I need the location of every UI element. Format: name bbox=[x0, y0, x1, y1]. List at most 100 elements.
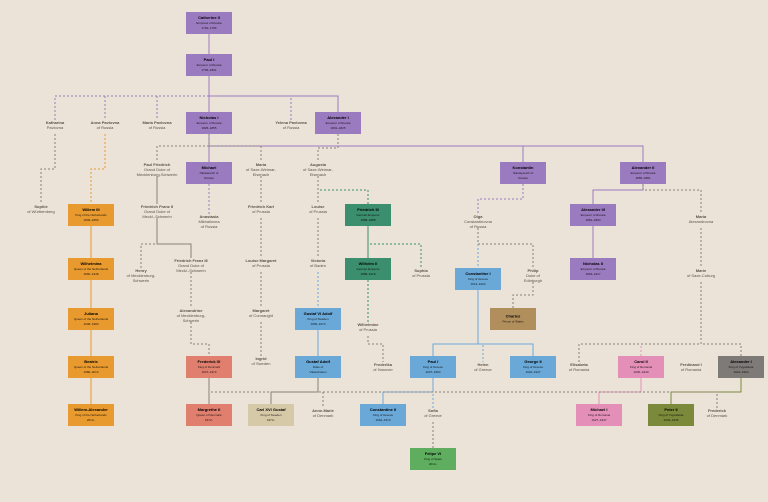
node-michael1: Michael IKing of Romania1927–1947 bbox=[576, 404, 622, 426]
node-sub: of Romania bbox=[569, 367, 590, 372]
node-paul_g: Paul IKing of Greece1947–1964 bbox=[410, 356, 456, 378]
node-sub: Schwerin bbox=[133, 278, 149, 283]
node-nicholas1: Nicholas IEmperor of Russia1825–1855 bbox=[186, 112, 232, 134]
edge bbox=[701, 282, 741, 356]
node-sub: Pavlovna bbox=[47, 125, 64, 130]
node-sub: Eisenach bbox=[310, 172, 326, 177]
node-sub: of Prussia bbox=[252, 263, 271, 268]
node-sub: King of Sweden bbox=[260, 413, 281, 417]
node-ingrid: Ingridof Sweden bbox=[252, 356, 271, 366]
node-fred9: Frederick IXKing of Denmark1947–1972 bbox=[186, 356, 232, 378]
node-sub: Västerbotten bbox=[309, 370, 326, 374]
node-fred_d: Frederickof Denmark bbox=[707, 408, 728, 418]
node-paul1: Paul IEmperor of Russia1796–1801 bbox=[186, 54, 232, 76]
node-philip: PhilipDuke ofEdinburgh bbox=[524, 268, 542, 283]
node-sub: 1947–1972 bbox=[201, 370, 216, 374]
node-title: Beatrix bbox=[84, 359, 98, 364]
node-title: Gustaf Adolf bbox=[306, 359, 331, 364]
node-alexander1: Alexander IEmperor of Russia1801–1825 bbox=[315, 112, 361, 134]
node-alex3: Alexander IIIEmperor of Russia1881–1894 bbox=[570, 204, 616, 226]
edge bbox=[671, 378, 741, 404]
node-sub: 1921–1934 bbox=[733, 370, 748, 374]
node-sub: King of Romania bbox=[630, 365, 653, 369]
node-gadolf: Gustaf AdolfDuke ofVästerbotten bbox=[295, 356, 341, 378]
node-lmarg: Louise Margaretof Prussia bbox=[246, 258, 278, 268]
node-sub: 1972– bbox=[205, 418, 214, 422]
node-sub: 1849–1890 bbox=[83, 218, 98, 222]
node-konstantin: KonstantinNikolayevich ofRussia bbox=[500, 162, 546, 184]
node-katharina: KatharinaPavlovna bbox=[46, 120, 65, 130]
node-sub: 1855–1881 bbox=[635, 176, 650, 180]
node-sub: 1894–1917 bbox=[585, 272, 600, 276]
node-sub: of Russia bbox=[470, 224, 487, 229]
node-sub: 1888–1888 bbox=[360, 218, 375, 222]
node-sub: of Connaught bbox=[249, 313, 274, 318]
node-sub: Eisenach bbox=[253, 172, 269, 177]
node-sub: King of Romania bbox=[588, 413, 611, 417]
node-amarie_d: Anne-Marieof Denmark bbox=[312, 408, 335, 418]
node-sophia_pr: Sophiaof Prussia bbox=[412, 268, 431, 278]
node-sub: German Emperor bbox=[356, 213, 379, 217]
node-sub: King of Greece bbox=[523, 365, 543, 369]
node-title: Willem III bbox=[82, 207, 99, 212]
node-sub: 1796–1801 bbox=[201, 68, 216, 72]
node-gustav6: Gustaf VI AdolfKing of Sweden1950–1973 bbox=[295, 308, 341, 330]
edge bbox=[579, 282, 701, 362]
node-sub: 1888–1918 bbox=[360, 272, 375, 276]
node-sub: of Denmark bbox=[313, 413, 334, 418]
node-marg_c: Margaretof Connaught bbox=[249, 308, 274, 318]
node-title: Wilhelm II bbox=[359, 261, 378, 266]
node-title: Charles bbox=[506, 314, 521, 319]
node-sub: of Greece bbox=[424, 413, 442, 418]
edge bbox=[191, 322, 209, 356]
node-title: Michael bbox=[202, 165, 217, 170]
node-sub: of Württemberg bbox=[27, 209, 55, 214]
node-alex_g: Elisabetaof Romania bbox=[569, 362, 590, 372]
node-annapav: Anna Pavlovnaof Russia bbox=[91, 120, 120, 130]
node-ff3: Friedrich Franz IIIGrand Duke ofMeckl.-S… bbox=[174, 258, 207, 273]
node-sub: Nikolaevich of bbox=[200, 171, 219, 175]
node-sub: of Prussia bbox=[309, 209, 328, 214]
node-sub: 1980–2013 bbox=[83, 370, 98, 374]
node-title: Konstantin bbox=[513, 165, 534, 170]
edge bbox=[141, 218, 157, 268]
node-maria_sw: Mariaof Saxe-Weimar-Eisenach bbox=[246, 162, 277, 177]
edge bbox=[209, 76, 338, 112]
node-olga_k: OlgaConstantinovnaof Russia bbox=[464, 214, 493, 229]
node-sub: 1948–1980 bbox=[83, 322, 98, 326]
node-sub: King of the Netherlands bbox=[75, 213, 107, 217]
node-willem_a: Willem-AlexanderKing of the Netherlands2… bbox=[68, 404, 114, 426]
node-margrethe2: Margrethe IIQueen of Denmark1972– bbox=[186, 404, 232, 426]
node-title: George II bbox=[524, 359, 541, 364]
node-title: Carol II bbox=[634, 359, 648, 364]
node-sub: of Russia bbox=[201, 224, 218, 229]
node-marie_ro: Marieof Saxe-Coburg bbox=[687, 268, 715, 278]
node-helen_gr: Helenof Greece bbox=[474, 362, 492, 372]
node-sub: Queen of the Netherlands bbox=[74, 267, 109, 271]
edge bbox=[513, 282, 533, 308]
node-const1: Constantine IKing of Greece1913–1922 bbox=[455, 268, 501, 290]
node-alex_y: Alexander IKing of Yugoslavia1921–1934 bbox=[718, 356, 764, 378]
node-sub: Emperor of Russia bbox=[197, 121, 222, 125]
node-sub: 1913–1922 bbox=[470, 282, 485, 286]
node-wilhelm2: Wilhelm IIGerman Emperor1888–1918 bbox=[345, 258, 391, 280]
node-sub: King of Greece bbox=[423, 365, 443, 369]
node-sub: 1762–1796 bbox=[201, 26, 216, 30]
node-sub: 1947–1964 bbox=[425, 370, 440, 374]
node-sub: of Prussia bbox=[412, 273, 431, 278]
edge bbox=[209, 134, 643, 162]
edge bbox=[478, 228, 533, 268]
node-wilhelmina: WilhelminaQueen of the Netherlands1890–1… bbox=[68, 258, 114, 280]
node-title: Constantine I bbox=[465, 271, 490, 276]
node-cg16: Carl XVI GustafKing of Sweden1973– bbox=[248, 404, 294, 426]
node-title: Constantine II bbox=[370, 407, 396, 412]
node-title: Alexander III bbox=[581, 207, 605, 212]
node-augusta: Augustaof Saxe-Weimar-Eisenach bbox=[303, 162, 334, 177]
node-sub: King of Spain bbox=[424, 457, 442, 461]
edge bbox=[593, 184, 643, 204]
node-sub: 1922–1947 bbox=[525, 370, 540, 374]
node-sub: Queen of the Netherlands bbox=[74, 365, 109, 369]
edge bbox=[383, 378, 433, 404]
node-sub: King of Denmark bbox=[198, 365, 221, 369]
edge bbox=[478, 184, 523, 214]
